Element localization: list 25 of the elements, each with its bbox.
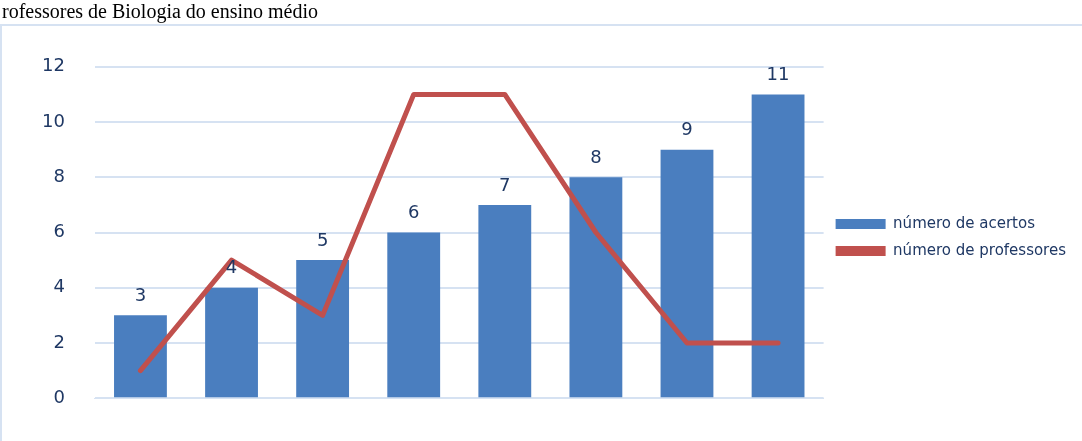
data-label: 9 <box>681 118 693 140</box>
data-label: 6 <box>407 201 420 223</box>
bar <box>569 177 623 398</box>
y-tick-label: 10 <box>42 109 65 131</box>
bar <box>751 94 805 398</box>
legend-label: número de professores <box>893 240 1067 259</box>
y-tick-label: 4 <box>53 275 65 297</box>
data-label: 7 <box>499 173 511 195</box>
data-label: 8 <box>590 145 602 167</box>
data-label: 5 <box>316 228 329 250</box>
chart-title: rofessores de Biologia do ensino médio <box>1 0 320 24</box>
data-label: 3 <box>134 284 147 306</box>
y-tick-label: 0 <box>53 385 65 407</box>
bar <box>387 232 441 398</box>
y-tick-label: 2 <box>53 330 65 352</box>
y-tick-label: 8 <box>53 164 65 186</box>
data-label: 11 <box>766 63 790 85</box>
bar <box>478 204 532 398</box>
bar <box>205 287 258 398</box>
bar <box>114 315 167 398</box>
legend-label: número de acertos <box>893 213 1036 232</box>
bar <box>660 149 714 398</box>
y-tick-label: 12 <box>42 54 65 76</box>
bar <box>296 260 350 398</box>
y-tick-label: 6 <box>53 220 65 242</box>
